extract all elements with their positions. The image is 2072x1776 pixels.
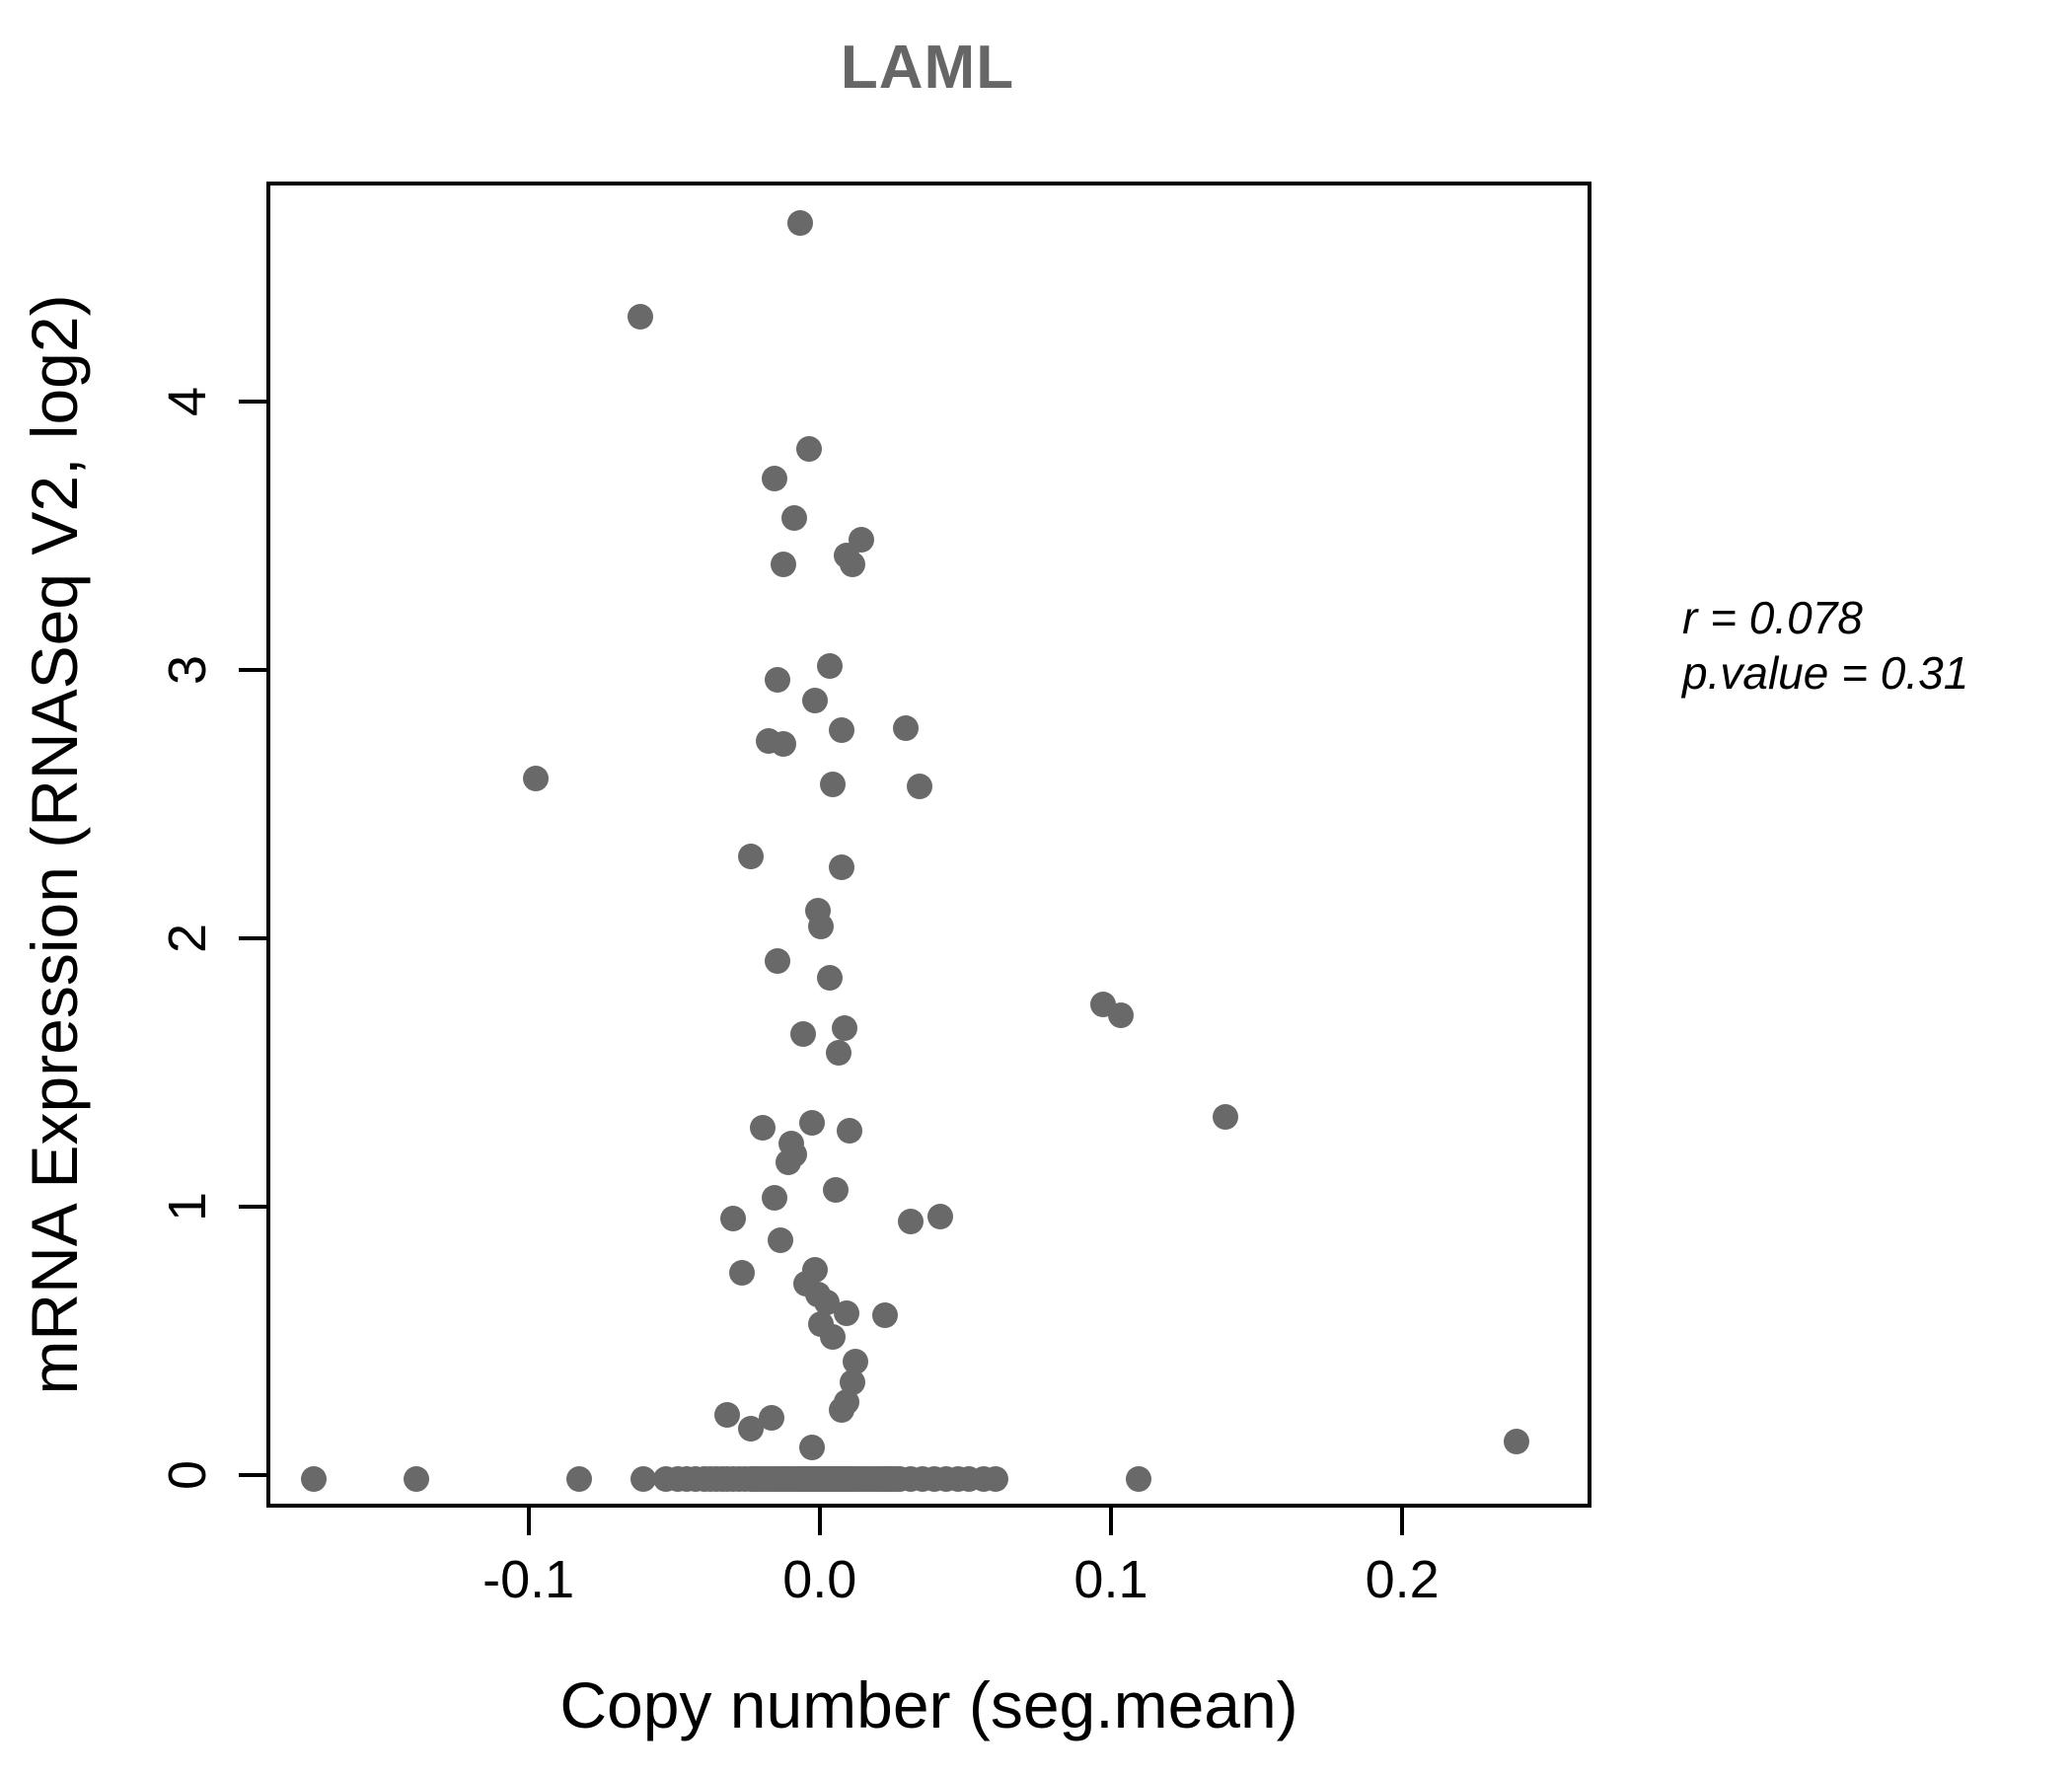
- scatter-point: [834, 1299, 860, 1326]
- y-axis-tick-label: 3: [158, 655, 217, 686]
- scatter-point: [776, 1149, 802, 1176]
- scatter-point: [787, 210, 814, 237]
- scatter-point: [807, 913, 834, 939]
- y-axis-tick-label: 4: [158, 387, 217, 417]
- pvalue-annotation: p.value = 0.31: [1682, 647, 1969, 700]
- scatter-point: [825, 1039, 851, 1066]
- x-axis-tick-label: 0.0: [782, 1550, 857, 1609]
- plot-panel: [266, 182, 1591, 1508]
- scatter-point: [522, 766, 549, 792]
- x-axis-tick: [1108, 1508, 1113, 1535]
- scatter-point: [828, 1396, 854, 1423]
- y-axis-tick-label: 0: [158, 1460, 217, 1491]
- scatter-point: [767, 1227, 793, 1254]
- x-axis-label: Copy number (seg.mean): [559, 1668, 1298, 1741]
- y-axis-tick-label: 2: [158, 924, 217, 954]
- y-axis-tick: [239, 668, 266, 673]
- scatter-point: [301, 1466, 328, 1493]
- scatter-point: [822, 1176, 849, 1203]
- scatter-point: [871, 1302, 898, 1329]
- scatter-point: [729, 1259, 756, 1286]
- scatter-point: [898, 1209, 925, 1235]
- y-axis-tick: [239, 936, 266, 941]
- scatter-point: [761, 1184, 787, 1211]
- scatter-points-layer: [270, 185, 1588, 1504]
- scatter-point: [720, 1206, 747, 1232]
- page-title: LAML: [840, 34, 1015, 102]
- y-axis-label: mRNA Expression (RNASeq V2, log2): [18, 294, 91, 1395]
- scatter-point: [1125, 1466, 1151, 1493]
- scatter-point: [819, 771, 846, 797]
- scatter-point: [828, 717, 854, 744]
- scatter-point: [828, 854, 854, 880]
- scatter-point: [629, 1466, 656, 1493]
- scatter-point: [892, 714, 919, 741]
- scatter-point: [781, 505, 808, 532]
- scatter-point: [764, 948, 790, 975]
- scatter-point: [764, 666, 790, 693]
- scatter-point: [790, 1020, 817, 1047]
- scatter-point: [761, 465, 787, 491]
- scatter-point: [831, 1015, 857, 1042]
- x-axis-tick: [1400, 1508, 1405, 1535]
- scatter-point: [796, 435, 823, 462]
- y-axis-tick-label: 1: [158, 1192, 217, 1222]
- scatter-point: [1504, 1429, 1530, 1455]
- scatter-point: [843, 1348, 869, 1374]
- scatter-point: [837, 1117, 863, 1144]
- stats-annotation: r = 0.078 p.value = 0.31: [1682, 590, 1968, 701]
- scatter-point: [403, 1466, 429, 1493]
- scatter-point: [714, 1402, 741, 1429]
- scatter-point: [926, 1203, 953, 1229]
- x-axis-tick: [817, 1508, 822, 1535]
- scatter-point: [819, 1324, 846, 1351]
- scatter-point: [749, 1114, 776, 1141]
- scatter-point: [816, 964, 843, 991]
- scatter-point: [983, 1466, 1008, 1493]
- y-axis-tick: [239, 1473, 266, 1478]
- x-axis-tick-label: 0.2: [1365, 1550, 1440, 1609]
- scatter-point: [907, 774, 933, 800]
- scatter-point: [1213, 1104, 1239, 1131]
- scatter-point: [770, 730, 796, 757]
- scatter-point: [799, 1109, 825, 1136]
- x-axis-tick-label: 0.1: [1073, 1550, 1148, 1609]
- correlation-annotation: r = 0.078: [1682, 592, 1863, 643]
- scatter-point: [738, 844, 764, 870]
- scatter-point: [816, 653, 843, 679]
- y-axis-tick: [239, 400, 266, 405]
- scatter-point: [799, 1434, 825, 1460]
- scatter-point: [840, 551, 866, 577]
- scatter-point: [738, 1415, 764, 1442]
- x-axis-tick-label: -0.1: [482, 1550, 575, 1609]
- scatter-point: [627, 304, 653, 331]
- x-axis-tick: [526, 1508, 531, 1535]
- y-axis-tick: [239, 1205, 266, 1210]
- scatter-point: [565, 1466, 592, 1493]
- scatter-point: [770, 551, 796, 577]
- scatter-point: [1107, 1001, 1134, 1028]
- y-axis-label-wrap: mRNA Expression (RNASeq V2, log2): [0, 182, 109, 1508]
- scatter-point: [802, 688, 828, 714]
